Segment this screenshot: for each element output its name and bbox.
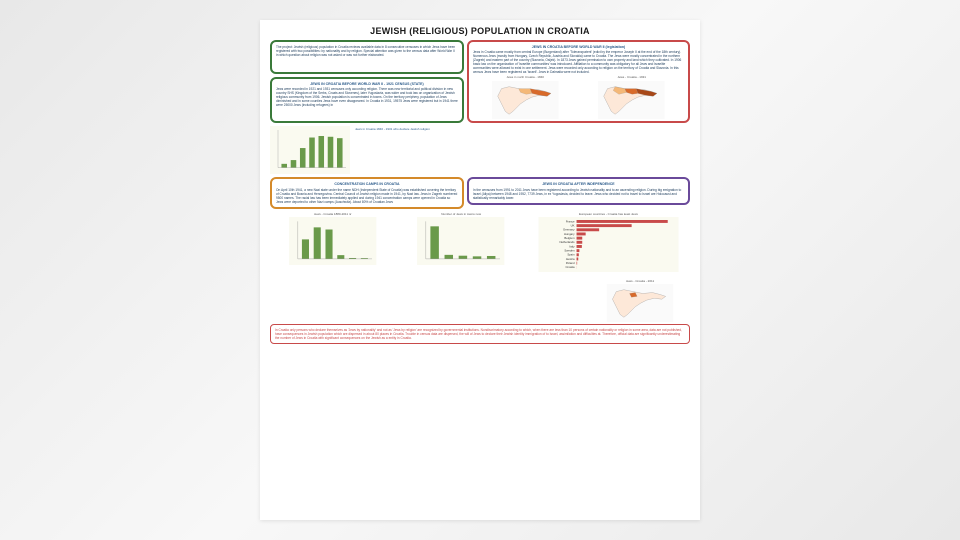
intro-panel: The project: Jewish (religious) populati… bbox=[270, 40, 464, 74]
chart1-svg bbox=[270, 126, 350, 174]
chart3-svg bbox=[398, 217, 523, 265]
map-1931-label: Jews - Croatia - 1931 bbox=[579, 76, 684, 80]
ww-panel: JEWS IN CROATIA BEFORE WORLD WAR II - 19… bbox=[270, 77, 464, 124]
census-panel: JEWS IN CROATIA AFTER INDEPENDENCE In th… bbox=[467, 177, 690, 204]
camps-text: On April 10th 1941, a new Nazi state und… bbox=[276, 188, 458, 204]
camps-title: CONCENTRATION CAMPS IN CROATIA bbox=[276, 182, 458, 186]
top-grid: The project: Jewish (religious) populati… bbox=[270, 40, 690, 123]
croatia-map-2011 bbox=[590, 284, 690, 322]
chart1-note: Jews in Croatia 1840 - 1931 who declare … bbox=[353, 126, 690, 134]
camps-panel: CONCENTRATION CAMPS IN CROATIA On April … bbox=[270, 177, 464, 208]
chart2-svg bbox=[270, 217, 395, 265]
history-panel: JEWS IN CROATIA BEFORE WORLD WAR II (leg… bbox=[467, 40, 690, 123]
main-title: JEWISH (RELIGIOUS) POPULATION IN CROATIA bbox=[270, 26, 690, 36]
map-1840-label: Jews in north Croatia - 1840 bbox=[473, 76, 578, 80]
map-2011: Jews - Croatia - 2011 bbox=[590, 279, 690, 321]
croatia-map-1840 bbox=[473, 81, 578, 119]
chart2-title: Jews - Croatia 1880-2011 nr bbox=[270, 212, 395, 216]
bottom-row: Jews - Croatia 1880-2011 nr Number of Je… bbox=[270, 212, 690, 277]
footer-text: In Croatia only persons who declare them… bbox=[275, 328, 685, 340]
map-2011-label: Jews - Croatia - 2011 bbox=[590, 279, 690, 283]
chart4-title: European countries - Croatia has least J… bbox=[527, 212, 690, 216]
chart4-svg: FranceUKGermanyHungaryBelgiumNetherlands… bbox=[527, 217, 690, 272]
chart3-block: Number of Jews in towns now bbox=[398, 212, 523, 277]
maps-row-2: Jews - Croatia - 2011 bbox=[270, 279, 690, 321]
ww-text: Jews were recorded in 1921 and 1931 cens… bbox=[276, 87, 458, 107]
mid-row: CONCENTRATION CAMPS IN CROATIA On April … bbox=[270, 177, 690, 208]
poster: JEWISH (RELIGIOUS) POPULATION IN CROATIA… bbox=[260, 20, 700, 520]
svg-text:Croatia: Croatia bbox=[565, 265, 574, 269]
chart1 bbox=[270, 126, 350, 174]
census-text: In the censuses from 1991 to 2011 Jews h… bbox=[473, 188, 684, 200]
history-text: Jews in Croatia came mostly from central… bbox=[473, 50, 684, 74]
page-background: JEWISH (RELIGIOUS) POPULATION IN CROATIA… bbox=[0, 0, 960, 540]
census-title: JEWS IN CROATIA AFTER INDEPENDENCE bbox=[473, 182, 684, 186]
map-1840: Jews in north Croatia - 1840 bbox=[473, 76, 578, 118]
map-1931: Jews - Croatia - 1931 bbox=[579, 76, 684, 118]
history-title: JEWS IN CROATIA BEFORE WORLD WAR II (leg… bbox=[473, 45, 684, 49]
chart3-title: Number of Jews in towns now bbox=[398, 212, 523, 216]
chart2-block: Jews - Croatia 1880-2011 nr bbox=[270, 212, 395, 277]
history-maps: Jews in north Croatia - 1840 Jews - Croa… bbox=[473, 76, 684, 118]
chart4-block: European countries - Croatia has least J… bbox=[527, 212, 690, 277]
right-col: JEWS IN CROATIA AFTER INDEPENDENCE In th… bbox=[467, 177, 690, 208]
croatia-map-1931 bbox=[579, 81, 684, 119]
footer-panel: In Croatia only persons who declare them… bbox=[270, 324, 690, 344]
chart-row-1: Jews in Croatia 1840 - 1931 who declare … bbox=[270, 126, 690, 174]
intro-text: The project: Jewish (religious) populati… bbox=[276, 45, 458, 57]
ww-title: JEWS IN CROATIA BEFORE WORLD WAR II - 19… bbox=[276, 82, 458, 86]
